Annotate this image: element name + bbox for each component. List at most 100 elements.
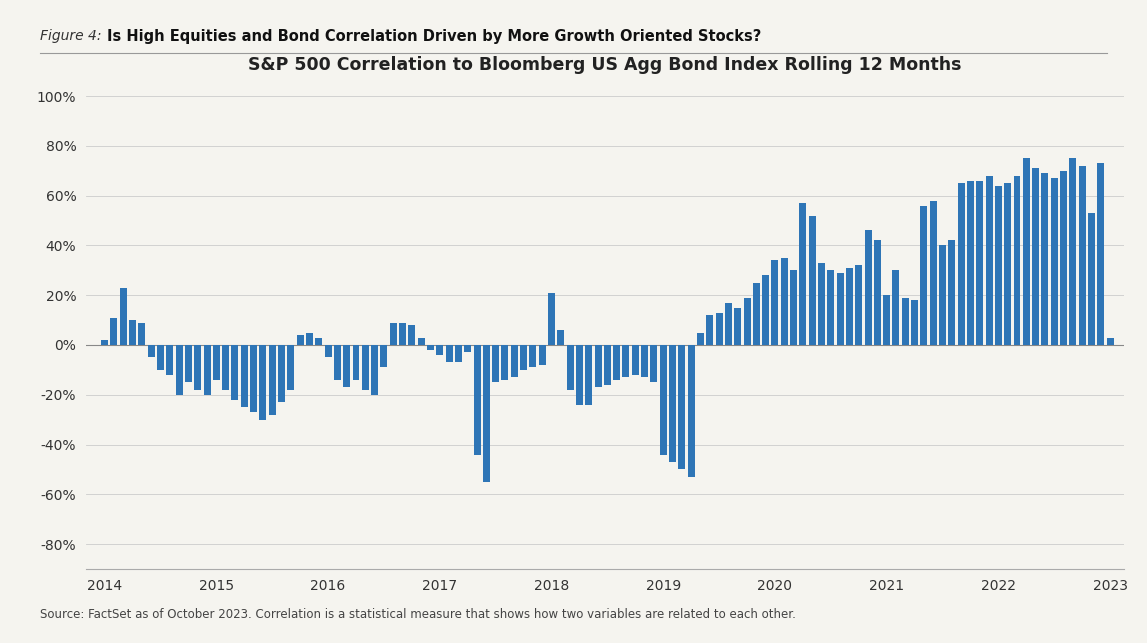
Bar [259, 345, 266, 420]
Bar [455, 345, 462, 363]
Bar [399, 323, 406, 345]
Bar [707, 315, 713, 345]
Bar [381, 345, 388, 367]
Bar [268, 345, 275, 415]
Bar [716, 312, 723, 345]
Text: Source: FactSet as of October 2023. Correlation is a statistical measure that sh: Source: FactSet as of October 2023. Corr… [40, 608, 796, 620]
Bar [418, 338, 424, 345]
Bar [1069, 158, 1076, 345]
Bar [650, 345, 657, 383]
Bar [213, 345, 220, 380]
Bar [1004, 183, 1012, 345]
Bar [902, 298, 908, 345]
Bar [930, 201, 937, 345]
Bar [752, 283, 759, 345]
Bar [567, 345, 574, 390]
Bar [130, 320, 136, 345]
Bar [1014, 176, 1021, 345]
Bar [474, 345, 481, 455]
Bar [827, 270, 834, 345]
Bar [548, 293, 555, 345]
Bar [325, 345, 331, 358]
Bar [390, 323, 397, 345]
Bar [101, 340, 108, 345]
Bar [250, 345, 257, 412]
Bar [148, 345, 155, 358]
Bar [576, 345, 583, 404]
Bar [594, 345, 601, 387]
Bar [892, 270, 899, 345]
Bar [436, 345, 443, 355]
Bar [446, 345, 453, 363]
Bar [157, 345, 164, 370]
Bar [520, 345, 528, 370]
Bar [343, 345, 350, 387]
Bar [641, 345, 648, 377]
Bar [949, 240, 955, 345]
Bar [958, 183, 965, 345]
Bar [297, 335, 304, 345]
Bar [1078, 166, 1086, 345]
Bar [185, 345, 192, 383]
Bar [203, 345, 211, 395]
Bar [976, 181, 983, 345]
Bar [306, 332, 313, 345]
Text: Is High Equities and Bond Correlation Driven by More Growth Oriented Stocks?: Is High Equities and Bond Correlation Dr… [107, 29, 762, 44]
Bar [836, 273, 843, 345]
Bar [334, 345, 341, 380]
Bar [539, 345, 546, 365]
Bar [660, 345, 666, 455]
Text: Figure 4:: Figure 4: [40, 29, 102, 43]
Bar [288, 345, 295, 390]
Bar [352, 345, 359, 380]
Bar [614, 345, 621, 380]
Bar [1098, 163, 1105, 345]
Bar [278, 345, 284, 403]
Bar [585, 345, 592, 404]
Bar [1107, 338, 1114, 345]
Bar [846, 268, 853, 345]
Bar [501, 345, 508, 380]
Bar [175, 345, 182, 395]
Bar [865, 230, 872, 345]
Bar [241, 345, 248, 407]
Bar [920, 206, 928, 345]
Bar [603, 345, 611, 385]
Bar [465, 345, 471, 352]
Bar [697, 332, 704, 345]
Bar [557, 330, 564, 345]
Bar [1060, 171, 1067, 345]
Bar [492, 345, 499, 383]
Bar [967, 181, 974, 345]
Bar [372, 345, 379, 395]
Bar [734, 307, 741, 345]
Bar [688, 345, 695, 477]
Bar [510, 345, 517, 377]
Bar [994, 186, 1001, 345]
Bar [530, 345, 537, 367]
Bar [623, 345, 630, 377]
Bar [361, 345, 369, 390]
Bar [632, 345, 639, 375]
Bar [678, 345, 686, 469]
Bar [911, 300, 918, 345]
Bar [119, 287, 127, 345]
Bar [762, 275, 770, 345]
Bar [139, 323, 146, 345]
Bar [483, 345, 490, 482]
Bar [223, 345, 229, 390]
Bar [874, 240, 881, 345]
Bar [669, 345, 676, 462]
Bar [809, 215, 816, 345]
Bar [743, 298, 750, 345]
Bar [315, 338, 322, 345]
Bar [194, 345, 201, 390]
Bar [856, 266, 863, 345]
Bar [1041, 173, 1048, 345]
Bar [1032, 168, 1039, 345]
Bar [781, 258, 788, 345]
Bar [1089, 213, 1095, 345]
Bar [1023, 158, 1030, 345]
Bar [818, 263, 825, 345]
Bar [232, 345, 239, 400]
